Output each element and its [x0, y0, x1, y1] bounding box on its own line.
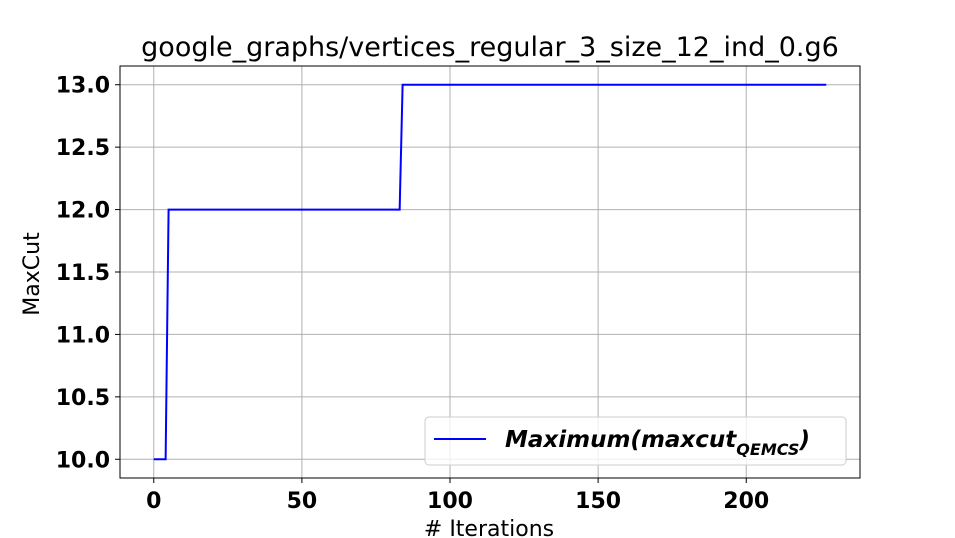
- y-tick-label: 12.5: [56, 136, 110, 161]
- y-axis-ticks: 10.0 10.5 11.0 11.5 12.0 12.5 13.0: [56, 74, 120, 473]
- y-axis-label: MaxCut: [20, 232, 45, 316]
- y-tick-label: 11.0: [56, 323, 110, 348]
- series-line-maximum: [153, 83, 827, 461]
- series-layer: [153, 83, 827, 461]
- legend: Maximum(maxcutQEMCS): [424, 416, 847, 466]
- x-tick-label: 0: [146, 489, 161, 514]
- y-tick-label: 12.0: [56, 199, 110, 224]
- x-axis-ticks: 0 50 100 150 200: [146, 478, 769, 514]
- y-tick-label: 13.0: [56, 74, 110, 99]
- y-tick-label: 11.5: [56, 261, 110, 286]
- legend-label-close: ): [798, 427, 810, 453]
- legend-label-main: Maximum(maxcut: [505, 427, 737, 453]
- x-tick-label: 200: [723, 489, 769, 514]
- x-tick-label: 50: [287, 489, 318, 514]
- x-axis-label: # Iterations: [424, 517, 554, 538]
- x-tick-label: 150: [575, 489, 621, 514]
- legend-box: [424, 416, 847, 466]
- y-tick-label: 10.0: [56, 448, 110, 473]
- legend-label: Maximum(maxcutQEMCS): [505, 427, 810, 459]
- legend-label-subscript: QEMCS: [736, 440, 799, 459]
- x-tick-label: 100: [427, 489, 473, 514]
- chart-title: google_graphs/vertices_regular_3_size_12…: [141, 32, 839, 63]
- y-tick-label: 10.5: [56, 386, 110, 411]
- grid: [120, 66, 860, 478]
